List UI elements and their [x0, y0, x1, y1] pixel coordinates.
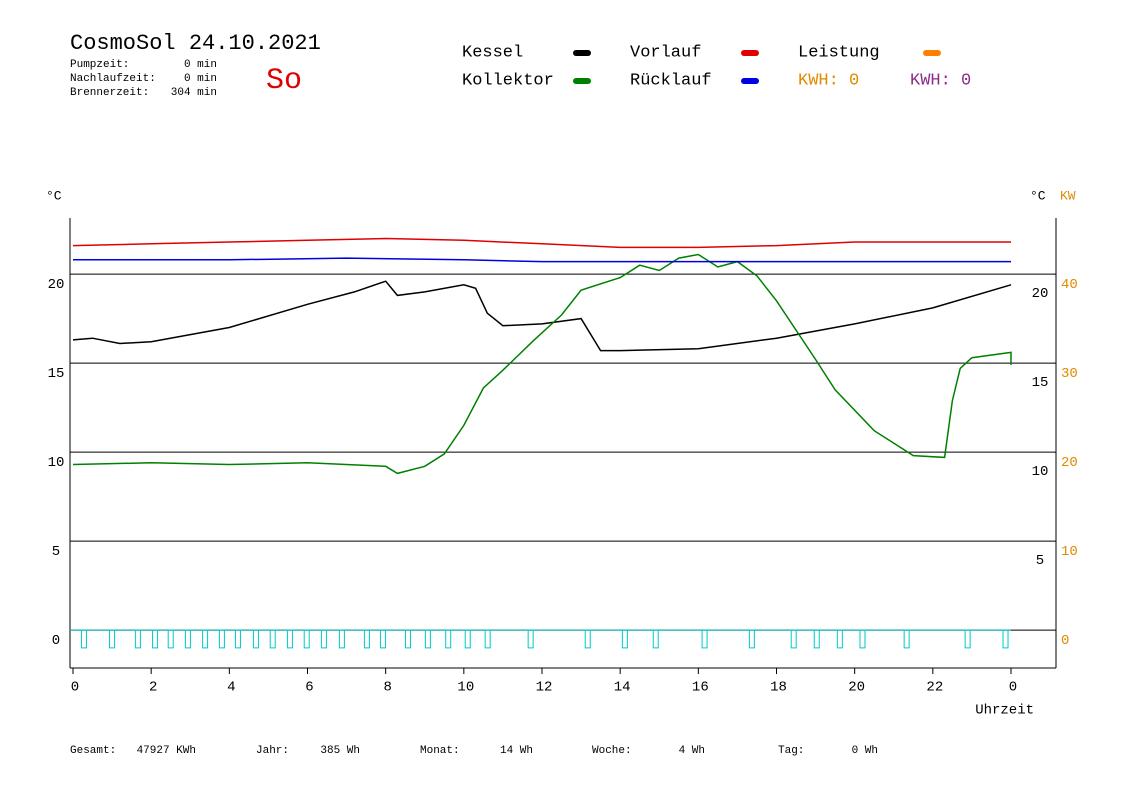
series-line	[72, 253, 1012, 475]
series-line	[73, 257, 1011, 263]
footer-label: Woche:	[592, 745, 632, 757]
footer-value: 47927 KWh	[137, 745, 196, 757]
pulse	[152, 629, 159, 649]
y2-tick-label: 30	[1061, 366, 1078, 382]
y-axis-label: °C	[46, 188, 62, 203]
y-tick-label-right: 20	[1032, 286, 1049, 302]
pulse	[484, 629, 491, 649]
pulse	[218, 629, 225, 649]
x-tick-label: 18	[770, 680, 787, 696]
y2-axis-unit: °C	[1030, 188, 1046, 203]
footer-value: 0 Wh	[852, 745, 878, 757]
x-tick-label: 0	[1009, 680, 1017, 696]
y-tick-label-right: 10	[1032, 464, 1049, 480]
x-tick-label: 8	[383, 680, 391, 696]
x-tick-label: 16	[692, 680, 709, 696]
footer-value: 385 Wh	[320, 745, 360, 757]
y-tick-label: 10	[48, 455, 65, 471]
info-value: 304 min	[171, 87, 217, 99]
y2-tick-label: 10	[1061, 544, 1078, 560]
pulse	[109, 629, 116, 649]
info-value: 0 min	[184, 59, 217, 71]
pulse	[234, 629, 241, 649]
pulse	[527, 629, 534, 649]
y2-tick-label: 20	[1061, 455, 1078, 471]
kwh-label: KWH: 0	[798, 71, 859, 90]
info-value: 0 min	[184, 73, 217, 85]
pulse	[964, 629, 971, 649]
info-label: Pumpzeit:	[70, 59, 129, 71]
series-line	[72, 280, 1012, 352]
pulse	[338, 629, 345, 649]
x-tick-label: 12	[536, 680, 553, 696]
pulse	[252, 629, 259, 649]
y-tick-label: 0	[52, 633, 60, 649]
pulse	[80, 629, 87, 649]
y-tick-label-right: 5	[1036, 553, 1044, 569]
pulse	[286, 629, 293, 649]
pulse	[320, 629, 327, 649]
pulse	[652, 629, 659, 649]
pulse	[424, 629, 431, 649]
pulse	[1002, 629, 1009, 649]
series-line	[72, 237, 1011, 249]
pulse	[701, 629, 708, 649]
pulse	[445, 629, 452, 649]
y2-tick-label: 0	[1061, 633, 1069, 649]
x-tick-label: 0	[71, 680, 79, 696]
footer-label: Monat:	[420, 745, 460, 757]
title: CosmoSol 24.10.2021	[70, 31, 321, 56]
x-axis-label: Uhrzeit	[975, 703, 1034, 719]
x-tick-label: 2	[149, 680, 157, 696]
pulse	[134, 629, 141, 649]
pulse	[404, 629, 411, 649]
legend-label: Leistung	[798, 43, 880, 62]
pulse	[790, 629, 797, 649]
pulse	[167, 629, 174, 649]
x-tick-label: 22	[926, 680, 943, 696]
pulse	[813, 629, 820, 649]
pulse	[748, 629, 755, 649]
pulse	[184, 629, 191, 649]
pulse	[303, 629, 310, 649]
y-tick-label-right: 15	[1032, 375, 1049, 391]
legend-label: Rücklauf	[630, 71, 712, 90]
y2-axis-label: KW	[1060, 188, 1076, 203]
footer-label: Gesamt:	[70, 745, 116, 757]
footer-value: 4 Wh	[679, 745, 705, 757]
footer-value: 14 Wh	[500, 745, 533, 757]
pulse	[584, 629, 591, 649]
pulse	[202, 629, 209, 649]
legend-label: Vorlauf	[630, 43, 701, 62]
pulse	[621, 629, 628, 649]
pulse	[363, 629, 370, 649]
pulse	[903, 629, 910, 649]
footer-label: Tag:	[778, 745, 804, 757]
x-tick-label: 14	[614, 680, 631, 696]
x-tick-label: 10	[457, 680, 474, 696]
pulse	[859, 629, 866, 649]
footer-label: Jahr:	[256, 745, 289, 757]
pulse	[836, 629, 843, 649]
info-label: Nachlaufzeit:	[70, 73, 156, 85]
kwh-label: KWH: 0	[910, 71, 971, 90]
x-tick-label: 20	[848, 680, 865, 696]
x-tick-label: 6	[305, 680, 313, 696]
legend-label: Kessel	[462, 43, 523, 62]
info-label: Brennerzeit:	[70, 87, 149, 99]
legend-label: Kollektor	[462, 71, 554, 90]
y-tick-label: 20	[48, 277, 65, 293]
pulse	[464, 629, 471, 649]
x-tick-label: 4	[227, 680, 235, 696]
y-tick-label: 5	[52, 544, 60, 560]
y-tick-label: 15	[48, 366, 65, 382]
pulse	[269, 629, 276, 649]
y2-tick-label: 40	[1061, 277, 1078, 293]
day: So	[266, 64, 302, 98]
pulse	[379, 629, 386, 649]
